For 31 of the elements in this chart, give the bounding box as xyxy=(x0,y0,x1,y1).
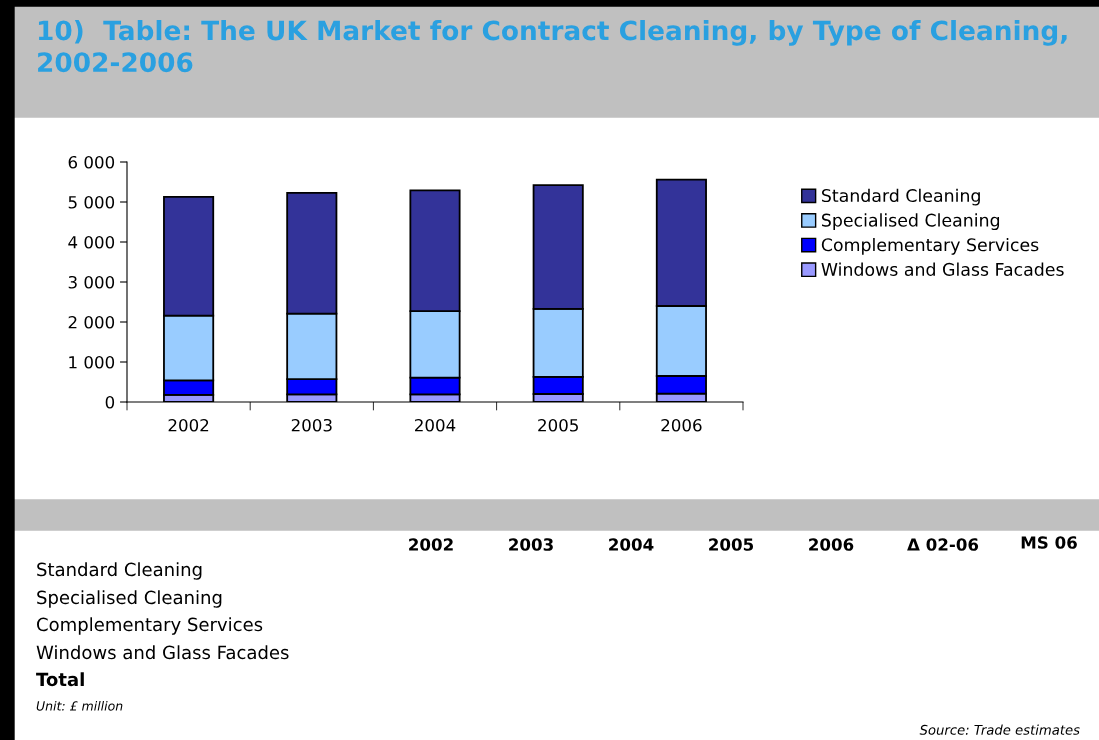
y-tick-label: 3 000 xyxy=(68,275,115,289)
x-tick-label: 2004 xyxy=(415,418,456,432)
text: 2002 xyxy=(409,538,453,551)
text: 2005 xyxy=(709,538,754,551)
legend-label: Windows and Glass Facades xyxy=(821,262,1064,276)
x-tick-label: 2006 xyxy=(661,418,702,432)
y-tick-label: 4 000 xyxy=(68,235,115,249)
x-tick-label: 2005 xyxy=(538,418,578,432)
y-tick-label: 6 000 xyxy=(68,155,115,169)
text: Complementary Services xyxy=(37,617,263,635)
text: Standard Cleaning xyxy=(37,562,202,580)
y-tick-label: 5 000 xyxy=(68,195,115,209)
text: Total xyxy=(36,672,84,687)
legend-label: Complementary Services xyxy=(821,237,1039,255)
source-note: Source: Trade estimates xyxy=(919,724,1080,735)
text: MS 06 xyxy=(1021,536,1077,549)
text: 2003 xyxy=(509,538,553,551)
x-tick-label: 2002 xyxy=(168,418,209,432)
text: Windows and Glass Facades xyxy=(36,645,289,660)
legend-label: Standard Cleaning xyxy=(821,188,980,206)
x-tick-label: 2003 xyxy=(291,418,332,432)
text: 2004 xyxy=(609,538,654,551)
text: Δ 02-06 xyxy=(907,538,979,551)
chart-title: 10) Table: The UK Market for Contract Cleaning, by Type of Cleaning, 2002-2006 xyxy=(38,20,1067,73)
y-tick-label: 0 xyxy=(105,395,115,409)
legend-label: Specialised Cleaning xyxy=(821,213,1000,231)
y-tick-label: 1 000 xyxy=(69,355,115,369)
text: 2006 xyxy=(809,538,854,551)
text: Unit: £ million xyxy=(36,700,123,711)
text: Specialised Cleaning xyxy=(37,590,222,608)
y-tick-label: 2 000 xyxy=(68,315,115,329)
